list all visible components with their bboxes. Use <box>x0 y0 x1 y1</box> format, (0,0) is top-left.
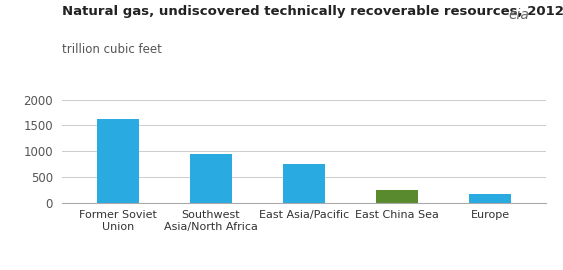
Bar <box>97 119 138 202</box>
Text: Natural gas, undiscovered technically recoverable resources, 2012: Natural gas, undiscovered technically re… <box>62 5 563 18</box>
Text: trillion cubic feet: trillion cubic feet <box>62 43 162 56</box>
Bar <box>283 164 325 202</box>
Text: eia: eia <box>508 8 529 22</box>
Bar <box>190 154 232 202</box>
Bar <box>470 194 511 202</box>
Bar <box>376 190 418 202</box>
